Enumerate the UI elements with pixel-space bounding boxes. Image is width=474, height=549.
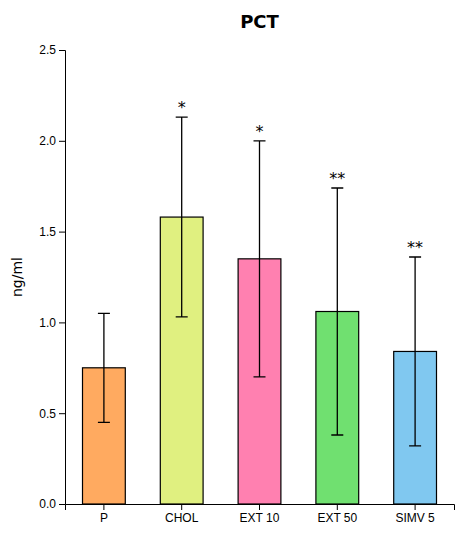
x-tick-mark	[103, 504, 104, 510]
y-tick: 0.5	[39, 407, 65, 421]
x-tick: CHOL	[165, 504, 199, 525]
significance: ******	[178, 98, 423, 257]
y-tick-label: 2.5	[39, 43, 56, 57]
y-tick-label: 1.5	[39, 225, 56, 239]
x-tick-label: P	[100, 511, 108, 525]
x-axis-line	[66, 505, 455, 511]
significance-marker: **	[329, 169, 345, 188]
x-tick-label: EXT 10	[240, 511, 280, 525]
error-bar	[176, 117, 188, 317]
y-tick-label: 1.0	[39, 316, 56, 330]
error-bar	[409, 257, 421, 446]
x-tick-mark	[415, 504, 416, 510]
x-tick-label: CHOL	[165, 511, 199, 525]
y-tick-mark	[59, 50, 65, 51]
x-tick: SIMV 5	[395, 504, 435, 525]
error-bar	[98, 313, 110, 422]
significance-marker: *	[178, 98, 186, 117]
error-bar	[331, 188, 343, 435]
y-tick: 1.0	[39, 316, 65, 330]
x-tick-mark	[259, 504, 260, 510]
chart: ******0.00.51.01.52.02.5PCHOLEXT 10EXT 5…	[0, 0, 474, 549]
error-bar	[254, 141, 266, 377]
y-tick-mark	[59, 413, 65, 414]
chart-title: PCT	[240, 11, 279, 32]
x-tick: EXT 10	[240, 504, 280, 525]
y-tick-label: 0.0	[39, 497, 56, 511]
y-tick: 2.0	[39, 134, 65, 148]
y-tick-label: 0.5	[39, 407, 56, 421]
x-tick-label: SIMV 5	[395, 511, 435, 525]
y-axis-title: ng/ml	[9, 257, 25, 297]
y-axis: 0.0 0.5 1.0 1.5 2.0 2.5	[39, 43, 65, 511]
x-tick-label: EXT 50	[317, 511, 357, 525]
y-tick: 2.5	[39, 43, 65, 57]
y-tick-mark	[59, 322, 65, 323]
y-tick-label: 2.0	[39, 134, 56, 148]
y-tick-mark	[59, 141, 65, 142]
y-tick-mark	[59, 504, 65, 505]
significance-marker: *	[256, 122, 264, 141]
y-axis-line	[59, 51, 66, 505]
y-tick: 1.5	[39, 225, 65, 239]
x-tick: P	[100, 504, 108, 525]
x-tick: EXT 50	[317, 504, 357, 525]
marks	[83, 117, 437, 504]
plot: ******0.00.51.01.52.02.5PCHOLEXT 10EXT 5…	[39, 43, 454, 524]
y-tick: 0.0	[39, 497, 65, 511]
x-axis: P CHOL EXT 10 EXT 50 SIMV 5	[66, 504, 455, 525]
x-tick-mark	[337, 504, 338, 510]
significance-marker: **	[407, 238, 423, 257]
x-tick-mark	[181, 504, 182, 510]
y-tick-mark	[59, 232, 65, 233]
